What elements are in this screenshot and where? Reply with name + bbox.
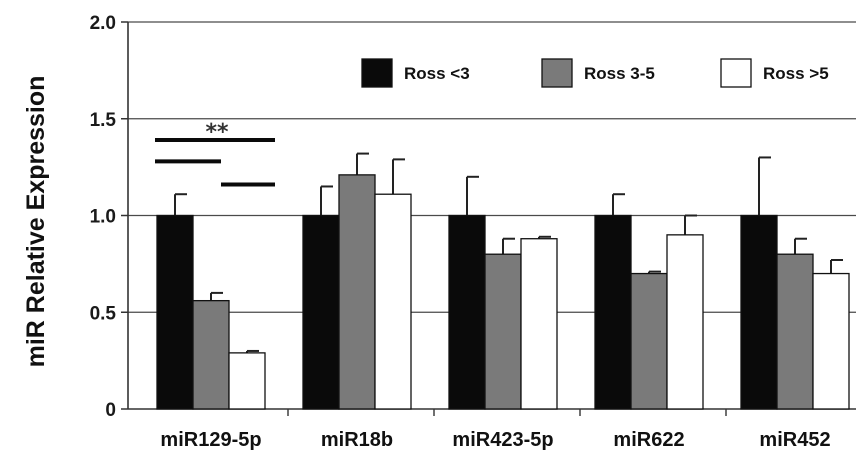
bar (302, 214, 340, 410)
bar (338, 174, 376, 410)
x-tick-label: miR423-5p (452, 429, 553, 451)
significance-annotation: ** (205, 120, 229, 145)
bar (630, 272, 668, 410)
legend-label: Ross >5 (763, 64, 829, 83)
legend-swatch (720, 58, 752, 88)
bar (520, 238, 558, 410)
bar (812, 272, 850, 410)
x-tick-label: miR18b (321, 429, 393, 451)
legend-label: Ross 3-5 (584, 64, 655, 83)
bar (156, 214, 194, 410)
bars (156, 152, 850, 410)
x-tick-label: miR452 (759, 429, 830, 451)
legend-swatch (361, 58, 393, 88)
y-tick-label: 0.5 (90, 303, 117, 324)
bar (374, 193, 412, 410)
bar (740, 214, 778, 410)
y-tick-label: 0 (105, 400, 116, 421)
x-axis: miR129-5p miR18b miR423-5p miR622 miR452 (128, 408, 856, 451)
bar (666, 234, 704, 410)
bar (484, 253, 522, 410)
legend-swatch (541, 58, 573, 88)
x-tick-label: miR622 (613, 429, 684, 451)
legend-label: Ross <3 (404, 64, 470, 83)
bar (228, 352, 266, 410)
y-axis-label: miR Relative Expression (22, 76, 50, 368)
y-tick-label: 1.0 (90, 207, 116, 228)
y-tick-label: 1.5 (90, 110, 117, 131)
bar (192, 299, 230, 410)
bar (594, 214, 632, 410)
bar (776, 253, 814, 410)
y-axis: 0 0.5 1.0 1.5 2.0 (90, 13, 129, 421)
significance-bars (155, 138, 275, 187)
bar (448, 214, 486, 410)
y-tick-label: 2.0 (90, 13, 116, 34)
x-tick-label: miR129-5p (160, 429, 261, 451)
legend: Ross <3 Ross 3-5 Ross >5 (361, 58, 829, 88)
